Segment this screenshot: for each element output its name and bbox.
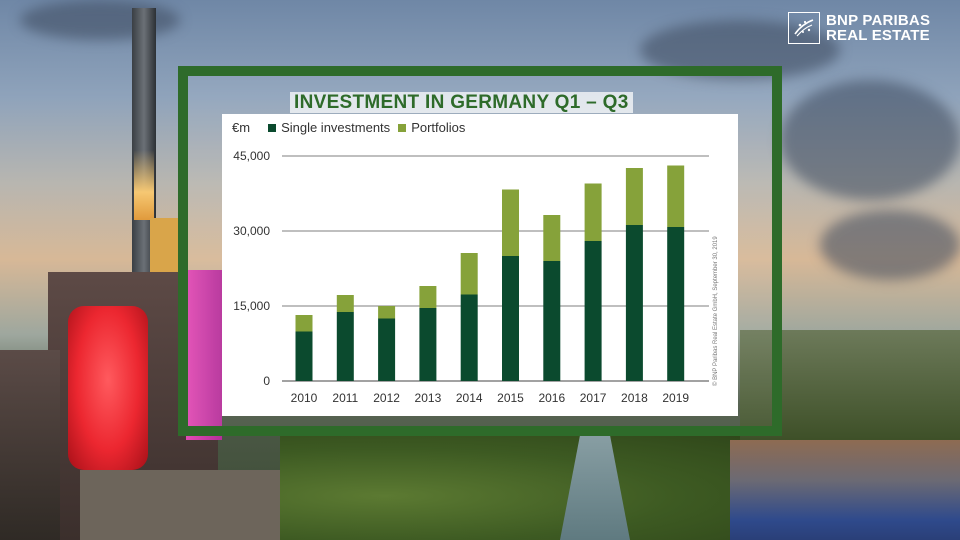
bar-single-2015 bbox=[502, 256, 519, 381]
bar-portfolios-2014 bbox=[460, 253, 478, 295]
copyright-note-wrap: © BNP Paribas Real Estate GmbH, Septembe… bbox=[713, 206, 723, 386]
y-tick-label-2: 30,000 bbox=[233, 224, 270, 238]
x-tick-label-2015: 2015 bbox=[497, 391, 524, 405]
brand-line-2: REAL ESTATE bbox=[826, 27, 930, 44]
y-tick-label-3: 45,000 bbox=[233, 149, 270, 163]
brand-name: BNP PARIBAS REAL ESTATE bbox=[826, 13, 930, 43]
x-tick-label-2013: 2013 bbox=[415, 391, 442, 405]
bar-single-2018 bbox=[625, 225, 643, 381]
chart-title: INVESTMENT IN GERMANY Q1 – Q3 bbox=[290, 92, 633, 113]
legend-label-single: Single investments bbox=[281, 120, 391, 135]
bar-single-2012 bbox=[378, 318, 396, 381]
x-tick-label-2016: 2016 bbox=[538, 391, 565, 405]
bar-portfolios-2011 bbox=[336, 295, 354, 312]
x-tick-label-2012: 2012 bbox=[373, 391, 400, 405]
bar-single-2014 bbox=[460, 294, 478, 381]
bar-portfolios-2019 bbox=[667, 165, 685, 227]
bar-single-2017 bbox=[584, 241, 602, 381]
legend-label-portfolios: Portfolios bbox=[411, 120, 466, 135]
legend-item-single: Single investments bbox=[268, 120, 390, 135]
copyright-note: © BNP Paribas Real Estate GmbH, Septembe… bbox=[713, 236, 719, 386]
bar-single-2016 bbox=[543, 261, 561, 381]
y-tick-label-0: 0 bbox=[263, 374, 270, 388]
bar-single-2019 bbox=[667, 227, 685, 381]
bar-portfolios-2018 bbox=[625, 168, 643, 225]
x-tick-label-2017: 2017 bbox=[580, 391, 607, 405]
bar-chart: 0 15,000 30,000 45,000 2010 2011 2012 2013 2014 2… bbox=[233, 149, 709, 405]
y-tick-label-1: 15,000 bbox=[233, 299, 270, 313]
brand-logo: BNP PARIBAS REAL ESTATE bbox=[788, 12, 930, 44]
legend-swatch-single bbox=[268, 123, 277, 132]
legend-swatch-portfolios bbox=[398, 123, 407, 132]
x-tick-label-2010: 2010 bbox=[291, 391, 318, 405]
chart-legend: €m Single investments Portfolios bbox=[232, 120, 465, 135]
bar-portfolios-2013 bbox=[419, 286, 437, 308]
y-axis-unit: €m bbox=[232, 120, 251, 135]
bar-portfolios-2012 bbox=[378, 306, 396, 319]
bar-portfolios-2016 bbox=[543, 215, 561, 261]
x-tick-label-2011: 2011 bbox=[332, 391, 358, 405]
brand-line-1: BNP PARIBAS bbox=[826, 12, 931, 29]
x-tick-label-2014: 2014 bbox=[456, 391, 483, 405]
bar-portfolios-2015 bbox=[502, 189, 519, 256]
bar-single-2013 bbox=[419, 308, 437, 381]
bar-single-2010 bbox=[295, 331, 313, 381]
legend-item-portfolios: Portfolios bbox=[398, 120, 465, 135]
bar-portfolios-2010 bbox=[295, 315, 313, 332]
x-tick-label-2019: 2019 bbox=[662, 391, 689, 405]
bar-portfolios-2017 bbox=[584, 183, 602, 241]
bar-single-2011 bbox=[336, 312, 354, 381]
chart-panel: 0 15,000 30,000 45,000 2010 2011 2012 2013 2014 2… bbox=[222, 114, 738, 416]
x-tick-label-2018: 2018 bbox=[621, 391, 648, 405]
bnp-stars-icon bbox=[788, 12, 820, 44]
